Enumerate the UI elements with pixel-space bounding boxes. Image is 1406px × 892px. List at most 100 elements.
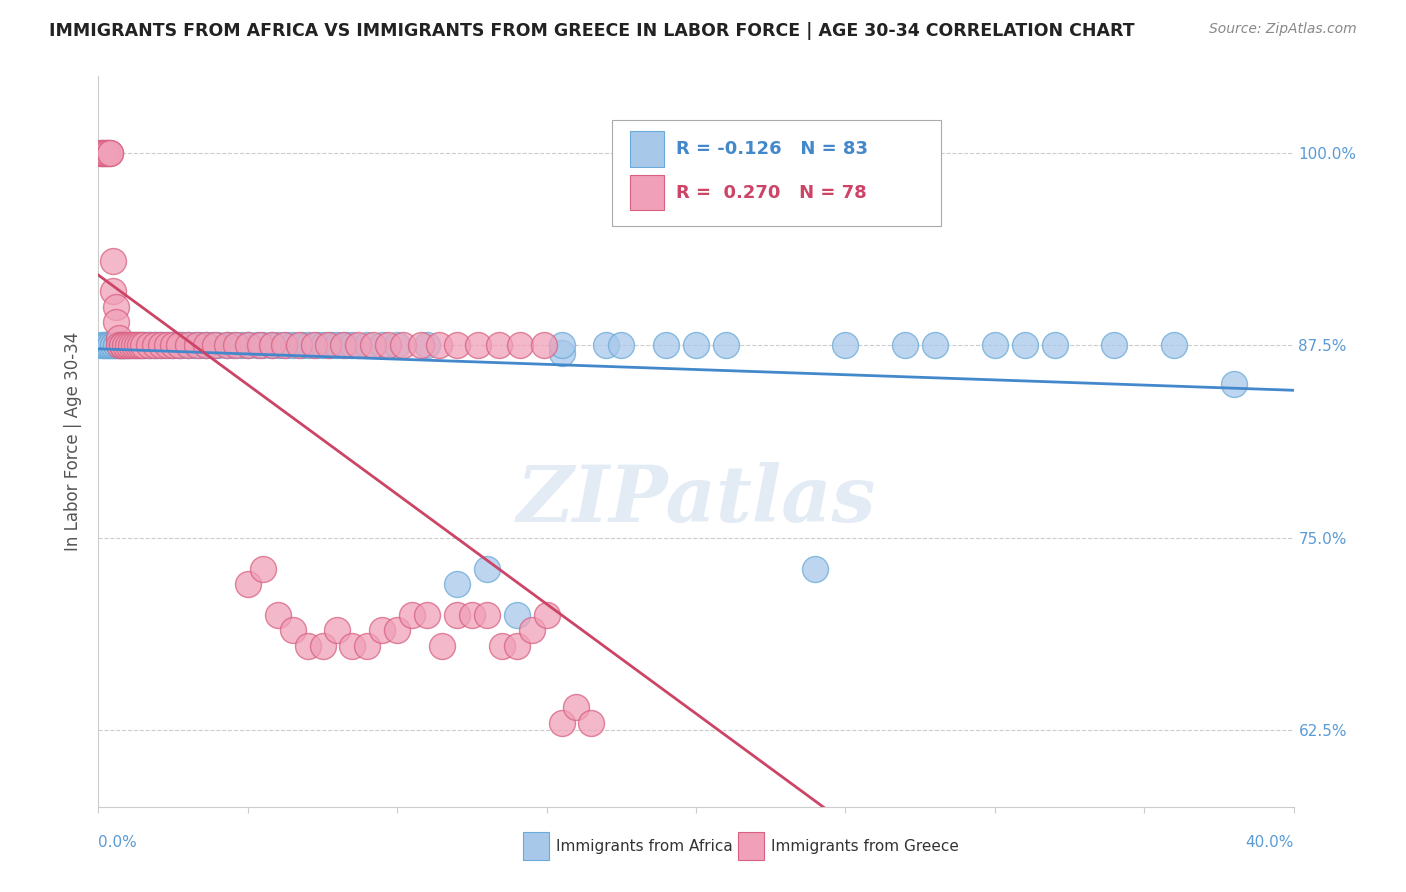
Point bbox=[267, 338, 290, 352]
Point bbox=[90, 145, 112, 160]
Point bbox=[120, 338, 142, 352]
Point bbox=[347, 338, 370, 352]
Text: R = -0.126   N = 83: R = -0.126 N = 83 bbox=[676, 140, 868, 158]
Point bbox=[177, 338, 200, 352]
Point bbox=[172, 338, 194, 352]
Point bbox=[108, 338, 131, 352]
Point bbox=[222, 338, 245, 352]
Point bbox=[655, 338, 678, 352]
Point bbox=[195, 338, 218, 352]
Point bbox=[581, 715, 603, 730]
Text: R =  0.270   N = 78: R = 0.270 N = 78 bbox=[676, 184, 866, 202]
Point bbox=[225, 338, 247, 352]
Point bbox=[249, 338, 271, 352]
Point bbox=[143, 338, 166, 352]
Point bbox=[491, 639, 513, 653]
Point bbox=[162, 338, 184, 352]
Y-axis label: In Labor Force | Age 30-34: In Labor Force | Age 30-34 bbox=[65, 332, 83, 551]
Point bbox=[120, 338, 142, 352]
Point bbox=[124, 338, 146, 352]
Point bbox=[98, 145, 122, 160]
Point bbox=[177, 338, 200, 352]
Point bbox=[281, 338, 304, 352]
Point bbox=[167, 338, 190, 352]
Point bbox=[111, 338, 134, 352]
Point bbox=[159, 338, 181, 352]
Point bbox=[520, 623, 543, 637]
Text: ZIPatlas: ZIPatlas bbox=[516, 462, 876, 538]
Point bbox=[533, 338, 555, 352]
Point bbox=[96, 338, 118, 352]
Point bbox=[236, 338, 259, 352]
Point bbox=[685, 338, 707, 352]
Point bbox=[550, 715, 572, 730]
Point bbox=[984, 338, 1007, 352]
Point bbox=[506, 607, 529, 622]
Point bbox=[236, 577, 259, 591]
Point bbox=[430, 639, 453, 653]
Point bbox=[98, 145, 122, 160]
Point bbox=[335, 338, 357, 352]
Point bbox=[93, 145, 115, 160]
Point bbox=[894, 338, 917, 352]
Bar bbox=[523, 832, 548, 860]
Point bbox=[124, 338, 146, 352]
Point bbox=[1014, 338, 1036, 352]
Point bbox=[332, 338, 354, 352]
Point bbox=[201, 338, 224, 352]
Point bbox=[236, 338, 259, 352]
Point bbox=[204, 338, 226, 352]
Point bbox=[385, 623, 409, 637]
Point bbox=[105, 338, 128, 352]
Point bbox=[446, 577, 468, 591]
Point bbox=[342, 639, 364, 653]
Point bbox=[371, 623, 394, 637]
Point bbox=[252, 561, 274, 575]
Point bbox=[103, 253, 125, 268]
Point bbox=[108, 338, 131, 352]
Point bbox=[186, 338, 208, 352]
Point bbox=[129, 338, 152, 352]
Point bbox=[427, 338, 450, 352]
Point bbox=[105, 315, 128, 329]
Point bbox=[392, 338, 415, 352]
Point bbox=[183, 338, 205, 352]
Point bbox=[326, 623, 349, 637]
Point bbox=[114, 338, 136, 352]
Point bbox=[111, 338, 134, 352]
Point bbox=[1223, 376, 1246, 391]
Point bbox=[93, 338, 115, 352]
Point bbox=[550, 346, 572, 360]
Point bbox=[90, 145, 112, 160]
Point bbox=[297, 639, 319, 653]
Point bbox=[834, 338, 856, 352]
Point bbox=[127, 338, 149, 352]
Point bbox=[506, 639, 529, 653]
Point bbox=[188, 338, 211, 352]
Text: 40.0%: 40.0% bbox=[1246, 835, 1294, 850]
Point bbox=[1163, 338, 1185, 352]
Point bbox=[156, 338, 179, 352]
Point bbox=[103, 338, 125, 352]
Point bbox=[150, 338, 173, 352]
Point bbox=[446, 338, 468, 352]
Point bbox=[105, 300, 128, 314]
Point bbox=[138, 338, 160, 352]
Point bbox=[215, 338, 238, 352]
Point bbox=[260, 338, 283, 352]
Point bbox=[96, 145, 118, 160]
Point bbox=[103, 285, 125, 299]
Point bbox=[371, 338, 394, 352]
Point bbox=[207, 338, 229, 352]
Point bbox=[565, 700, 588, 714]
Point bbox=[416, 607, 439, 622]
Point bbox=[488, 338, 510, 352]
Point bbox=[536, 607, 558, 622]
Point bbox=[385, 338, 409, 352]
Point bbox=[311, 338, 333, 352]
Text: Immigrants from Africa: Immigrants from Africa bbox=[557, 838, 733, 854]
Point bbox=[446, 607, 468, 622]
Point bbox=[475, 607, 498, 622]
Point bbox=[153, 338, 176, 352]
Point bbox=[114, 338, 136, 352]
